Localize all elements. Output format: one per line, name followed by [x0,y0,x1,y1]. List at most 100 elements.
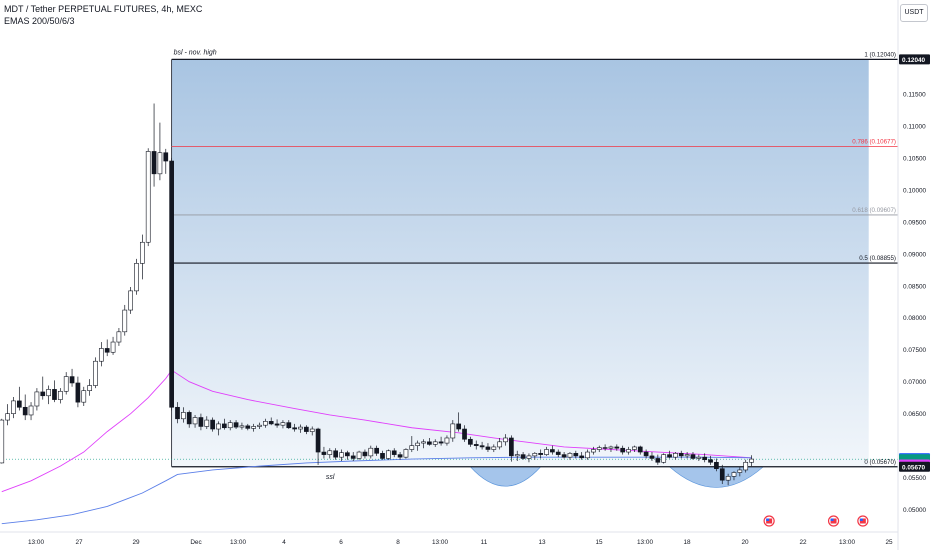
candle-126 [737,467,743,477]
candle-body [128,290,133,311]
candle-122 [714,458,719,472]
candle-body [714,461,719,469]
candle-94 [550,445,555,455]
candle-77 [450,420,456,442]
candle-body [415,442,421,446]
candle-body [380,453,385,459]
candle-body [655,458,661,463]
candle-42 [245,423,251,431]
candle-body [22,406,28,416]
x-tick-5: 4 [282,539,286,546]
candle-body [421,441,426,444]
candle-body [397,454,403,458]
candle-5 [28,402,34,421]
candle-body [257,424,262,427]
candle-body [608,446,614,449]
candle-32 [186,410,192,428]
fib-label-1: 0.786 (0.10677) [852,139,896,146]
indicator-label[interactable]: EMAS 200/50/6/3 [4,16,75,26]
candle-body [485,446,491,450]
candle-45 [263,418,268,428]
x-tick-0: 13:00 [28,539,44,546]
candle-107 [626,446,631,455]
candle-body [544,449,549,455]
candle-82 [479,441,485,450]
candle-0 [0,418,5,464]
flag-canton [830,518,834,521]
candle-39 [227,420,233,431]
candle-body [450,423,456,439]
candle-body [567,453,573,458]
candle-86 [503,434,508,446]
candle-body [75,382,81,403]
candle-body [538,453,544,455]
candle-body [432,441,438,445]
y-tick-8: 0.07500 [903,347,927,354]
currency-button[interactable]: USDT [900,4,928,22]
candle-body [268,421,274,425]
candle-body [468,438,473,445]
candle-body [239,425,245,428]
x-tick-15: 22 [799,539,807,546]
candle-58 [339,449,344,462]
candle-body [731,472,737,477]
candle-20 [116,327,122,346]
candle-body [46,389,51,397]
y-tick-0: 0.11500 [903,91,926,98]
y-tick-3: 0.10000 [903,187,927,194]
candle-body [222,423,227,429]
candle-46 [268,417,274,426]
candle-97 [567,452,573,460]
candle-body [555,451,561,455]
price-tag-text: 0.05670 [902,464,926,471]
candle-35 [204,416,210,430]
candle-85 [497,437,503,450]
candle-99 [579,452,585,460]
candle-13 [75,376,81,408]
x-tick-7: 8 [396,539,400,546]
y-tick-12: 0.05000 [903,507,927,514]
candle-body [280,422,286,426]
y-tick-4: 0.09500 [903,219,927,226]
candle-body [292,427,297,430]
candle-body [233,422,239,428]
candle-body [374,447,380,454]
candle-28 [163,148,169,174]
candle-62 [362,449,368,459]
candle-body [526,455,532,459]
candle-1 [5,404,10,426]
candle-119 [696,454,702,462]
candle-body [462,428,467,440]
candle-112 [655,454,661,465]
candle-96 [561,452,567,459]
candle-66 [386,449,391,460]
candle-body [550,449,555,453]
price-tag-bg [899,461,930,472]
candle-body [52,389,57,400]
candle-body [186,412,192,425]
candle-30 [175,402,180,424]
candle-114 [667,450,672,459]
candle-123 [719,464,725,485]
candle-70 [409,436,415,453]
candle-72 [421,439,426,449]
candle-body [198,417,204,427]
price-tag-text: 0.12040 [902,57,926,64]
candle-body [573,453,579,457]
candle-90 [526,453,532,463]
candle-body [514,454,520,457]
candle-117 [684,452,690,459]
candle-74 [432,439,438,447]
candle-83 [485,443,491,453]
candle-body [444,437,450,444]
candle-body [28,405,34,416]
candle-21 [122,304,128,336]
candle-56 [327,448,333,459]
candle-37 [216,421,221,436]
x-tick-2: 29 [132,539,140,546]
candle-body [673,453,678,458]
candle-101 [591,446,596,455]
candle-113 [661,453,667,464]
candle-body [473,444,479,446]
